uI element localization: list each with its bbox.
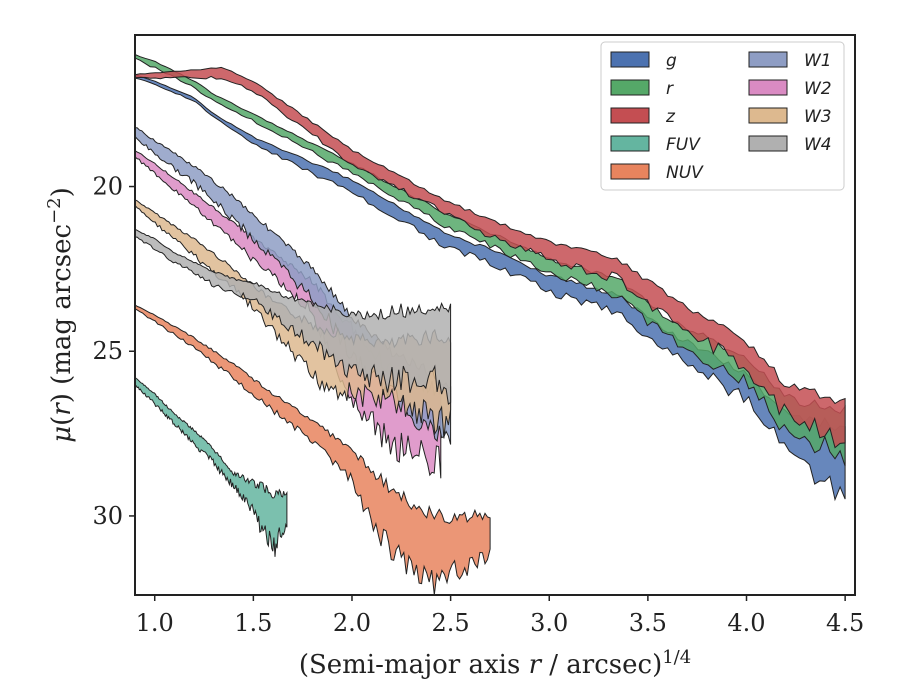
- x-tick-label: 3.5: [629, 609, 667, 637]
- legend: grz FUV NUV W1 W2 W3 W4: [600, 41, 845, 191]
- series-area-w4: [134, 228, 452, 406]
- legend-swatch-w1: [748, 51, 788, 68]
- series-area-z: [134, 66, 846, 449]
- legend-label-w1: W1: [804, 51, 832, 71]
- x-tick-label: 2.0: [333, 609, 371, 637]
- y-tick-label: 20: [92, 173, 123, 201]
- y-tick-label: 30: [92, 502, 123, 530]
- x-tick-label: 1.0: [136, 609, 174, 637]
- x-axis-label: (Semi-major axis r / arcsec)1/4: [299, 647, 691, 680]
- legend-swatch-nuv: [610, 163, 650, 180]
- legend-label-w3: W3: [804, 107, 832, 127]
- legend-label-fuv: FUV: [666, 135, 701, 155]
- x-tick-label: 3.0: [530, 609, 568, 637]
- legend-swatch-r: [610, 79, 650, 96]
- plot-frame: [134, 34, 856, 596]
- legend-label-nuv: NUV: [666, 163, 704, 183]
- series-area-fuv: [134, 376, 288, 557]
- legend-swatch-w4: [748, 135, 788, 152]
- legend-label-r: r: [666, 79, 674, 99]
- x-tick-label: 2.5: [432, 609, 470, 637]
- legend-swatch-z: [610, 107, 650, 124]
- y-axis-label: μ(r) (mag arcsec−2): [44, 187, 77, 443]
- x-tick-label: 4.5: [826, 609, 864, 637]
- x-axis-ticks: 1.0 1.5 2.0 2.5 3.0 3.5 4.0 4.5: [136, 595, 864, 637]
- x-tick-label: 4.0: [727, 609, 765, 637]
- y-tick-label: 25: [92, 337, 123, 365]
- series-area-g: [134, 73, 846, 502]
- legend-label-g: g: [666, 51, 677, 71]
- y-axis-ticks: 20 25 30: [92, 173, 135, 530]
- profile-areas: [134, 53, 846, 595]
- legend-swatch-w2: [748, 79, 788, 96]
- x-tick-label: 1.5: [234, 609, 272, 637]
- legend-swatch-g: [610, 51, 650, 68]
- legend-label-w4: W4: [804, 135, 832, 155]
- legend-box: [600, 41, 845, 191]
- series-area-nuv: [134, 303, 491, 595]
- series-area-w2: [134, 149, 442, 479]
- legend-swatch-fuv: [610, 135, 650, 152]
- legend-label-z: z: [665, 107, 676, 127]
- legend-label-w2: W2: [804, 79, 832, 99]
- legend-swatch-w3: [748, 107, 788, 124]
